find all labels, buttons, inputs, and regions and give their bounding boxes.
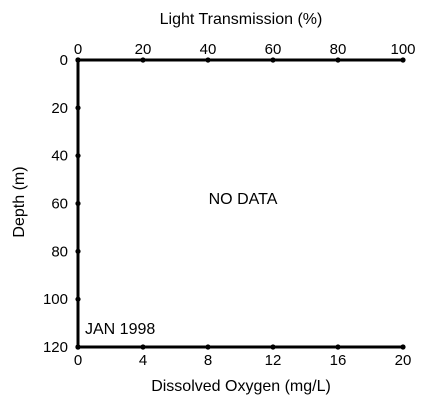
bottom-axis-title: Dissolved Oxygen (mg/L) [151,378,331,395]
bottom-tick-mark [400,344,406,350]
y-tick-mark [75,200,81,207]
top-tick-mark [205,57,211,63]
top-tick-label: 60 [265,41,282,58]
top-tick-mark [140,57,146,63]
top-tick-mark [400,57,406,63]
top-axis-title: Light Transmission (%) [160,11,323,28]
top-tick-label: 80 [330,41,347,58]
y-tick-label: 40 [51,148,68,165]
bottom-tick-mark [335,344,341,350]
bottom-tick-label: 4 [139,352,147,369]
bottom-tick-mark [205,344,211,350]
bottom-tick-label: 8 [204,352,212,369]
y-tick-mark [75,57,81,63]
top-tick-label: 100 [390,41,415,58]
bottom-tick-label: 20 [395,352,412,369]
top-axis-ticks: 0 20 40 60 80 100 [74,41,416,63]
top-tick-label: 20 [135,41,152,58]
y-tick-label: 0 [60,52,68,69]
y-tick-mark [75,105,81,111]
y-axis-title: Depth (m) [11,166,28,237]
bottom-tick-label: 16 [330,352,347,369]
y-tick-mark [75,344,81,350]
top-tick-mark [335,57,341,63]
y-axis-ticks: 0 20 40 60 80 100 120 [43,52,81,356]
y-tick-label: 60 [51,196,68,213]
date-label: JAN 1998 [85,321,155,338]
bottom-tick-mark [140,344,146,350]
y-tick-mark [75,296,81,302]
top-tick-label: 0 [74,41,82,58]
bottom-tick-mark [270,344,276,350]
top-tick-mark [270,57,276,63]
top-tick-label: 40 [200,41,217,58]
y-tick-label: 80 [51,243,68,260]
bottom-tick-label: 0 [74,352,82,369]
no-data-label: NO DATA [209,191,278,208]
y-tick-mark [75,153,81,159]
y-tick-label: 20 [51,100,68,117]
y-tick-label: 100 [43,291,68,308]
bottom-tick-label: 12 [265,352,282,369]
y-tick-label: 120 [43,339,68,356]
y-tick-mark [75,248,81,254]
